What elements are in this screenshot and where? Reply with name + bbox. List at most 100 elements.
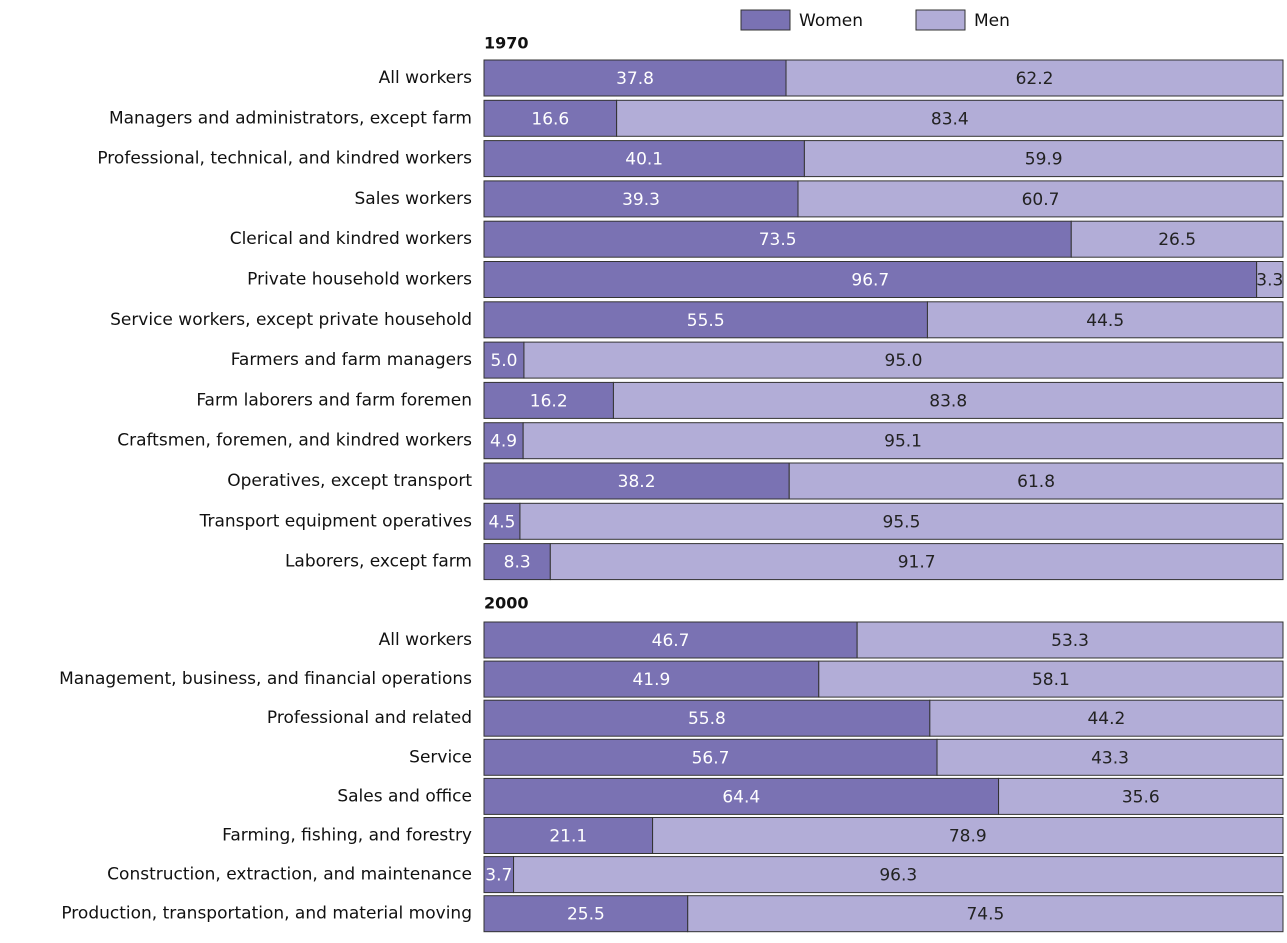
bar-segment (483, 99, 618, 137)
bar-segment (929, 699, 1284, 737)
value-label: 39.3 (622, 190, 660, 210)
value-label: 5.0 (490, 351, 517, 371)
value-label: 44.5 (1086, 311, 1124, 331)
bar-segment (483, 895, 689, 933)
value-label: 78.9 (949, 827, 987, 847)
category-label: Service workers, except private househol… (110, 310, 472, 330)
value-label: 46.7 (652, 631, 690, 651)
value-label: 35.6 (1122, 787, 1160, 807)
value-label: 16.2 (530, 391, 568, 411)
value-label: 38.2 (618, 472, 656, 492)
bar-segment (483, 817, 654, 854)
bar-segment (549, 543, 1284, 581)
value-label: 91.7 (898, 553, 936, 573)
bar-segment (483, 422, 524, 460)
value-label: 26.5 (1158, 230, 1196, 250)
bar-segment (522, 422, 1284, 460)
value-label: 95.5 (883, 512, 921, 532)
category-label: Private household workers (247, 270, 472, 290)
value-label: 55.5 (687, 311, 725, 331)
category-label: All workers (379, 68, 472, 88)
category-label: Professional, technical, and kindred wor… (97, 149, 472, 169)
value-label: 95.1 (884, 432, 922, 452)
category-label: Sales workers (355, 189, 473, 209)
value-label: 8.3 (504, 553, 531, 573)
category-label: Professional and related (267, 708, 472, 728)
value-label: 60.7 (1022, 190, 1060, 210)
category-label: Farming, fishing, and forestry (222, 826, 472, 846)
value-label: 41.9 (632, 670, 670, 690)
bar-segment (483, 140, 805, 178)
bar-segment (856, 621, 1284, 659)
category-label: Farmers and farm managers (231, 350, 472, 370)
value-label: 16.6 (531, 109, 569, 129)
value-label: 83.4 (931, 109, 969, 129)
value-label: 25.5 (567, 905, 605, 925)
value-label: 4.9 (490, 432, 517, 452)
category-label: Production, transportation, and material… (61, 904, 472, 924)
bar-segment (519, 502, 1284, 540)
bar-segment (803, 140, 1284, 178)
value-label: 56.7 (692, 748, 730, 768)
category-label: Service (409, 747, 472, 767)
value-label: 61.8 (1017, 472, 1055, 492)
value-label: 43.3 (1091, 748, 1129, 768)
bar-segment (483, 59, 787, 97)
bar-segment (818, 660, 1284, 698)
bar-segment (483, 660, 820, 698)
bar-segment (483, 301, 928, 339)
value-label: 59.9 (1025, 150, 1063, 170)
category-label: Management, business, and financial oper… (59, 669, 472, 689)
bar-segment (483, 502, 521, 540)
bar-segment (616, 99, 1284, 137)
value-label: 64.4 (722, 787, 760, 807)
category-label: Managers and administrators, except farm (109, 108, 472, 128)
bar-segment (797, 180, 1284, 218)
legend-label: Men (974, 11, 1010, 31)
legend-label: Women (799, 11, 863, 31)
value-label: 74.5 (966, 905, 1004, 925)
bar-segment (483, 699, 931, 737)
value-label: 37.8 (616, 69, 654, 89)
category-label: All workers (379, 630, 472, 650)
legend-swatch (740, 9, 791, 31)
value-label: 44.2 (1087, 709, 1125, 729)
bar-segment (612, 381, 1284, 419)
group-title: 2000 (484, 594, 529, 613)
category-label: Laborers, except farm (285, 552, 472, 572)
category-label: Operatives, except transport (227, 471, 472, 491)
value-label: 58.1 (1032, 670, 1070, 690)
category-label: Farm laborers and farm foremen (196, 390, 472, 410)
value-label: 40.1 (625, 150, 663, 170)
bar-segment (1256, 261, 1284, 298)
value-label: 3.3 (1256, 271, 1283, 291)
bar-segment (483, 180, 799, 218)
bar-segment (936, 738, 1284, 776)
bar-segment (652, 817, 1284, 854)
bar-segment (687, 895, 1284, 933)
bar-segment (785, 59, 1284, 97)
category-label: Sales and office (337, 786, 472, 806)
bar-segment (998, 777, 1284, 815)
group-title: 1970 (484, 34, 529, 53)
bar-segment (513, 856, 1284, 894)
bar-segment (788, 462, 1284, 500)
bar-segment (523, 341, 1284, 379)
bar-segment (1070, 220, 1284, 258)
category-label: Construction, extraction, and maintenanc… (107, 865, 472, 885)
bar-segment (483, 220, 1072, 258)
value-label: 96.7 (851, 271, 889, 291)
value-label: 62.2 (1016, 69, 1054, 89)
value-label: 53.3 (1051, 631, 1089, 651)
bar-segment (483, 462, 790, 500)
value-label: 96.3 (879, 866, 917, 886)
category-label: Craftsmen, foremen, and kindred workers (117, 431, 472, 451)
bar-segment (483, 381, 614, 419)
bar-segment (926, 301, 1284, 339)
value-label: 3.7 (485, 866, 512, 886)
bar-segment (483, 543, 551, 581)
value-label: 95.0 (885, 351, 923, 371)
value-label: 55.8 (688, 709, 726, 729)
